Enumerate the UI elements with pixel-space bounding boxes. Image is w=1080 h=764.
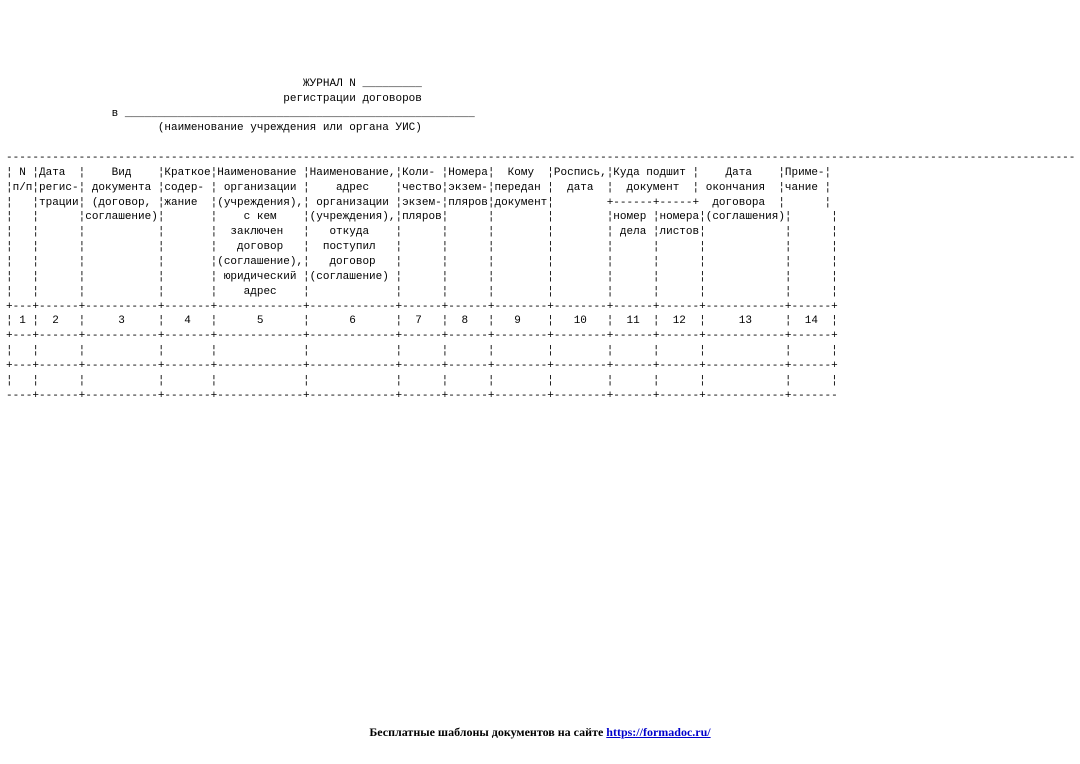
table-row-divider: +---+------+-----------+-------+--------… bbox=[6, 330, 838, 342]
footer-text: Бесплатные шаблоны документов на сайте bbox=[369, 725, 606, 739]
table-row-divider: +---+------+-----------+-------+--------… bbox=[6, 301, 838, 313]
table-header-row: ¦ ¦ ¦ ¦ ¦ заключен ¦ откуда ¦ ¦ ¦ ¦ ¦ де… bbox=[6, 226, 838, 238]
document-page: ЖУРНАЛ N _________ регистрации договоров… bbox=[0, 0, 1080, 764]
footer-link[interactable]: https://formadoc.ru/ bbox=[606, 725, 710, 739]
header-line-3: в ______________________________________… bbox=[6, 108, 475, 120]
header-line-4: (наименование учреждения или органа УИС) bbox=[6, 122, 422, 134]
table-header-row: ¦ ¦ ¦ ¦ ¦ адрес ¦ ¦ ¦ ¦ ¦ ¦ ¦ ¦ ¦ ¦ bbox=[6, 286, 838, 298]
header-line-1: ЖУРНАЛ N _________ bbox=[6, 78, 422, 90]
footer: Бесплатные шаблоны документов на сайте h… bbox=[0, 724, 1080, 740]
document-body: ЖУРНАЛ N _________ регистрации договоров… bbox=[0, 0, 1080, 403]
table-header-row: ¦ ¦ ¦ ¦ ¦ договор ¦ поступил ¦ ¦ ¦ ¦ ¦ ¦… bbox=[6, 241, 838, 253]
table-header-row: ¦ ¦ ¦ ¦ ¦(соглашение),¦ договор ¦ ¦ ¦ ¦ … bbox=[6, 256, 838, 268]
table-top-divider: ----------------------------------------… bbox=[6, 152, 1075, 164]
table-empty-row: ¦ ¦ ¦ ¦ ¦ ¦ ¦ ¦ ¦ ¦ ¦ ¦ ¦ ¦ ¦ bbox=[6, 375, 838, 387]
table-header-row: ¦ ¦ ¦ ¦ ¦ юридический ¦(соглашение) ¦ ¦ … bbox=[6, 271, 838, 283]
table-bottom-divider: ----+------+-----------+-------+--------… bbox=[6, 390, 838, 402]
table-empty-row: ¦ ¦ ¦ ¦ ¦ ¦ ¦ ¦ ¦ ¦ ¦ ¦ ¦ ¦ ¦ bbox=[6, 345, 838, 357]
table-header-row: ¦ ¦трации¦ (договор, ¦жание ¦(учреждения… bbox=[6, 197, 831, 209]
table-header-row: ¦п/п¦регис-¦ документа ¦содер- ¦ организ… bbox=[6, 182, 831, 194]
table-row-divider: +---+------+-----------+-------+--------… bbox=[6, 360, 838, 372]
table-header-row: ¦ N ¦Дата ¦ Вид ¦Краткое¦Наименование ¦Н… bbox=[6, 167, 831, 179]
table-header-row: ¦ ¦ ¦соглашение)¦ ¦ с кем ¦(учреждения),… bbox=[6, 211, 838, 223]
table-number-row: ¦ 1 ¦ 2 ¦ 3 ¦ 4 ¦ 5 ¦ 6 ¦ 7 ¦ 8 ¦ 9 ¦ 10… bbox=[6, 315, 838, 327]
header-line-2: регистрации договоров bbox=[6, 93, 422, 105]
